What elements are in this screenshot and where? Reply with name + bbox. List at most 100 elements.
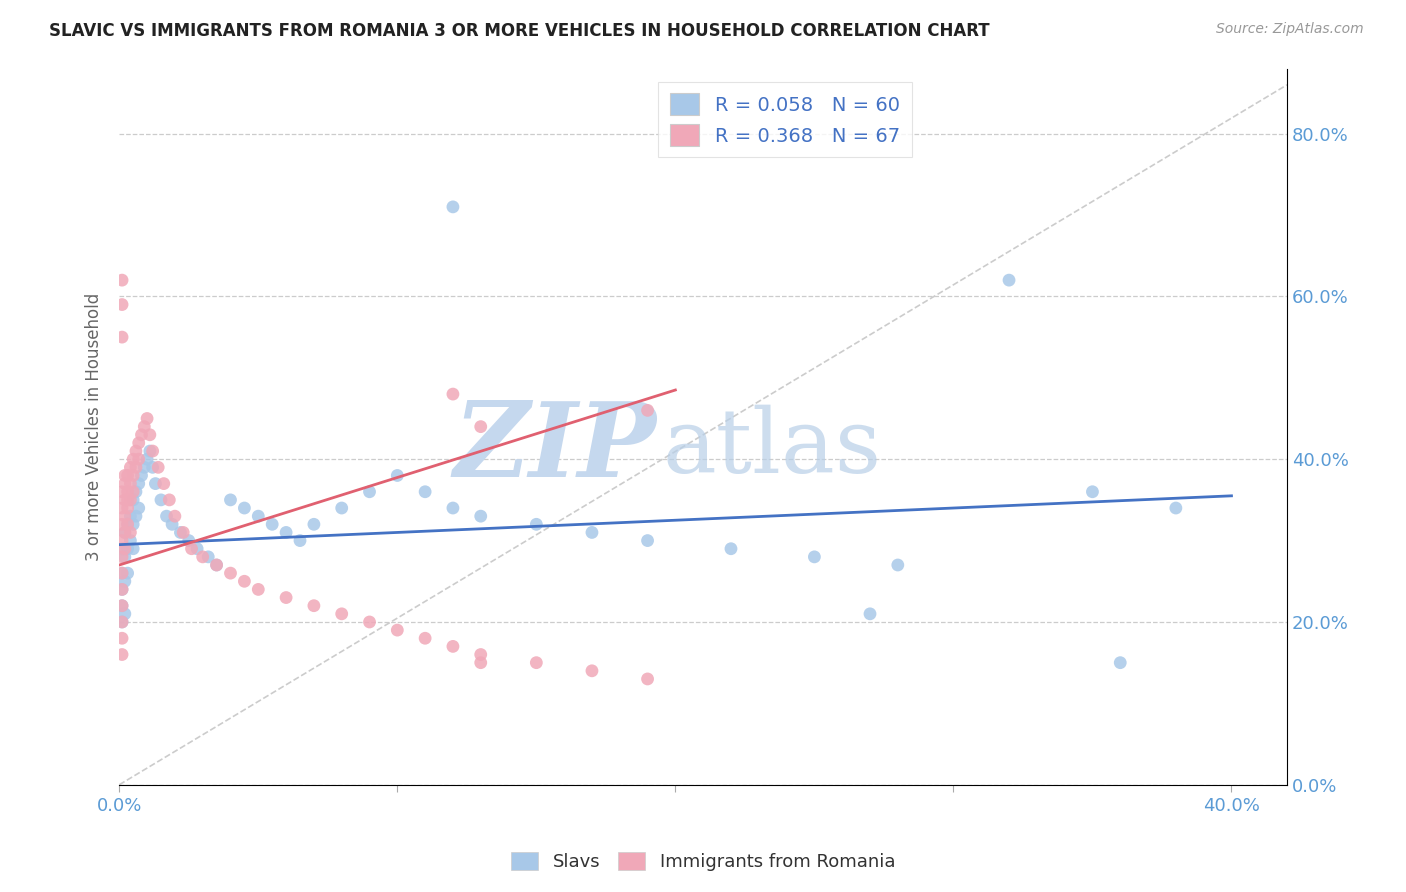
Point [219,566,242,581]
Point [128,452,150,467]
Point [120,525,142,540]
Point [145,476,167,491]
Point [111,615,134,629]
Point [120,533,142,548]
Point [387,623,409,637]
Point [262,517,284,532]
Point [142,444,165,458]
Point [111,533,134,548]
Point [205,558,228,572]
Point [122,452,145,467]
Point [219,492,242,507]
Point [111,273,134,287]
Point [122,517,145,532]
Point [152,476,174,491]
Point [136,411,159,425]
Point [111,517,134,532]
Point [637,533,659,548]
Text: SLAVIC VS IMMIGRANTS FROM ROMANIA 3 OR MORE VEHICLES IN HOUSEHOLD CORRELATION CH: SLAVIC VS IMMIGRANTS FROM ROMANIA 3 OR M… [49,22,990,40]
Point [470,656,492,670]
Point [111,541,134,556]
Point [120,492,142,507]
Point [111,549,134,564]
Point [160,517,183,532]
Point [117,517,139,532]
Point [524,517,547,532]
Point [122,541,145,556]
Point [122,468,145,483]
Point [120,476,142,491]
Point [247,582,270,597]
Point [274,591,297,605]
Point [803,549,825,564]
Point [470,509,492,524]
Point [637,672,659,686]
Point [125,444,148,458]
Point [197,549,219,564]
Point [111,632,134,646]
Point [359,615,381,629]
Point [125,509,148,524]
Legend: R = 0.058   N = 60, R = 0.368   N = 67: R = 0.058 N = 60, R = 0.368 N = 67 [658,82,911,157]
Point [111,330,134,344]
Point [111,582,134,597]
Point [111,297,134,311]
Point [288,533,311,548]
Point [180,541,202,556]
Point [302,517,325,532]
Point [149,492,172,507]
Point [1081,484,1104,499]
Point [117,484,139,499]
Point [131,427,153,442]
Point [387,468,409,483]
Point [470,419,492,434]
Point [114,509,136,524]
Point [120,460,142,475]
Point [139,427,162,442]
Text: ZIP: ZIP [454,397,657,499]
Point [111,566,134,581]
Y-axis label: 3 or more Vehicles in Household: 3 or more Vehicles in Household [86,293,103,561]
Point [134,460,156,475]
Point [114,492,136,507]
Point [128,501,150,516]
Point [155,509,177,524]
Point [1164,501,1187,516]
Point [470,648,492,662]
Point [859,607,882,621]
Point [413,484,436,499]
Point [111,566,134,581]
Point [637,403,659,417]
Point [114,607,136,621]
Point [136,452,159,467]
Point [114,468,136,483]
Point [111,501,134,516]
Point [720,541,742,556]
Point [139,444,162,458]
Point [114,525,136,540]
Point [581,664,603,678]
Point [413,632,436,646]
Point [128,476,150,491]
Point [330,607,353,621]
Point [177,533,200,548]
Point [330,501,353,516]
Point [233,574,256,589]
Point [111,599,134,613]
Point [117,492,139,507]
Point [169,525,191,540]
Text: Source: ZipAtlas.com: Source: ZipAtlas.com [1216,22,1364,37]
Point [117,541,139,556]
Point [114,476,136,491]
Point [1109,656,1132,670]
Point [120,509,142,524]
Point [117,517,139,532]
Point [114,549,136,564]
Point [441,200,464,214]
Point [142,460,165,475]
Point [233,501,256,516]
Point [111,648,134,662]
Point [205,558,228,572]
Point [302,599,325,613]
Point [134,419,156,434]
